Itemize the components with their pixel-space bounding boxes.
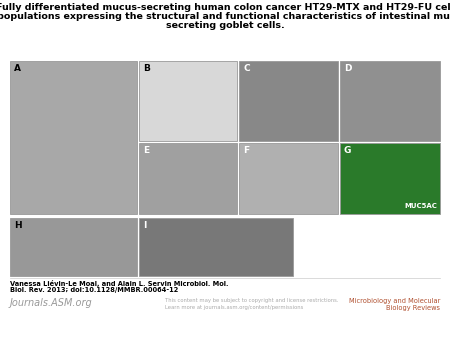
Text: C: C bbox=[243, 64, 250, 73]
Text: G: G bbox=[344, 146, 351, 155]
Text: Learn more at journals.asm.org/content/permissions: Learn more at journals.asm.org/content/p… bbox=[165, 305, 303, 310]
Bar bbox=[10, 61, 137, 214]
Text: B: B bbox=[143, 64, 150, 73]
Bar bbox=[139, 61, 237, 141]
Text: E: E bbox=[143, 146, 149, 155]
Text: secreting goblet cells.: secreting goblet cells. bbox=[166, 21, 284, 30]
Text: Biol. Rev. 2013; doi:10.1128/MMBR.00064-12: Biol. Rev. 2013; doi:10.1128/MMBR.00064-… bbox=[10, 287, 178, 293]
Text: H: H bbox=[14, 221, 22, 230]
Bar bbox=[139, 143, 237, 214]
Bar bbox=[10, 218, 137, 276]
Text: Microbiology and Molecular: Microbiology and Molecular bbox=[349, 298, 440, 304]
Text: A: A bbox=[14, 64, 21, 73]
Bar bbox=[239, 61, 338, 141]
Text: Biology Reviews: Biology Reviews bbox=[386, 305, 440, 311]
Bar bbox=[340, 143, 440, 214]
Bar bbox=[340, 61, 440, 141]
Text: Journals.ASM.org: Journals.ASM.org bbox=[10, 298, 93, 308]
Text: I: I bbox=[143, 221, 146, 230]
Text: Fully differentiated mucus-secreting human colon cancer HT29-MTX and HT29-FU cel: Fully differentiated mucus-secreting hum… bbox=[0, 3, 450, 12]
Text: F: F bbox=[243, 146, 249, 155]
Text: MUC5AC: MUC5AC bbox=[404, 203, 437, 209]
Text: Vanessa Liévin-Le Moal, and Alain L. Servin Microbiol. Mol.: Vanessa Liévin-Le Moal, and Alain L. Ser… bbox=[10, 280, 229, 287]
Bar bbox=[139, 218, 292, 276]
Text: subpopulations expressing the structural and functional characteristics of intes: subpopulations expressing the structural… bbox=[0, 12, 450, 21]
Bar bbox=[239, 143, 338, 214]
Text: This content may be subject to copyright and license restrictions.: This content may be subject to copyright… bbox=[165, 298, 338, 303]
Text: D: D bbox=[344, 64, 351, 73]
